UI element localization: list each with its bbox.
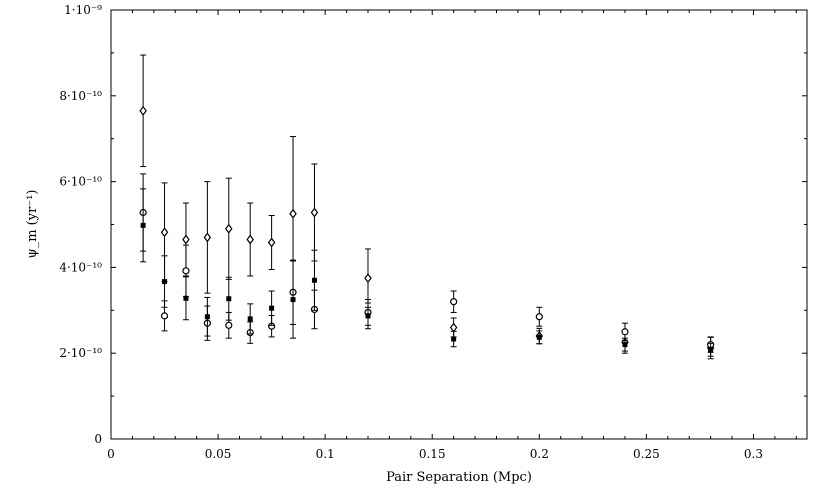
data-point-circle	[225, 321, 233, 329]
y-tick-label: 2·10⁻¹⁰	[59, 346, 102, 360]
data-point-square	[140, 222, 146, 228]
data-point-square	[247, 316, 253, 322]
series-square-filled	[140, 188, 714, 357]
series-circle-open	[139, 173, 715, 353]
data-point-diamond	[139, 105, 147, 116]
y-tick-label: 4·10⁻¹⁰	[59, 260, 102, 274]
x-axis-label: Pair Separation (Mpc)	[386, 470, 532, 485]
x-tick-label: 0.3	[744, 447, 763, 461]
x-tick-label: 0	[107, 447, 115, 461]
data-point-circle	[621, 328, 629, 336]
data-point-square	[451, 336, 457, 342]
data-point-square	[708, 347, 714, 353]
y-axis: 0 2·10⁻¹⁰ 4·10⁻¹⁰ 6·10⁻¹⁰ 8·10⁻¹⁰ 1·10⁻⁹	[59, 3, 807, 446]
data-point-diamond	[310, 207, 319, 218]
x-tick-label: 0.05	[205, 447, 232, 461]
data-point-square	[183, 295, 189, 301]
data-point-diamond	[160, 227, 169, 238]
y-tick-label: 1·10⁻⁹	[64, 3, 102, 17]
data-point-diamond	[203, 232, 212, 243]
y-tick-label: 6·10⁻¹⁰	[59, 175, 102, 189]
data-point-square	[226, 296, 232, 302]
y-tick-label: 0	[94, 432, 102, 446]
data-point-circle	[450, 298, 458, 306]
data-point-diamond	[182, 234, 190, 245]
data-point-circle	[535, 313, 543, 321]
data-point-square	[162, 279, 168, 285]
data-point-square	[311, 277, 317, 283]
x-tick-label: 0.25	[633, 447, 660, 461]
data-marks	[139, 54, 715, 360]
data-point-square	[269, 305, 275, 311]
data-point-diamond	[364, 273, 372, 284]
x-tick-label: 0.1	[316, 447, 335, 461]
data-point-square	[204, 314, 210, 320]
plot-frame	[110, 9, 808, 440]
data-point-square	[622, 342, 628, 348]
series-diamond-open	[139, 54, 715, 360]
data-point-square	[536, 334, 542, 340]
x-axis: 0 0.05 0.1 0.15 0.2 0.25 0.3	[107, 10, 797, 461]
x-tick-label: 0.15	[419, 447, 446, 461]
x-tick-label: 0.2	[530, 447, 549, 461]
y-tick-label: 8·10⁻¹⁰	[59, 89, 102, 103]
data-point-circle	[182, 267, 190, 275]
y-axis-label: ψ_m (yr⁻¹)	[25, 190, 40, 259]
data-point-diamond	[225, 223, 233, 234]
data-point-circle	[160, 312, 169, 320]
data-point-diamond	[267, 237, 276, 248]
data-point-diamond	[246, 234, 254, 245]
data-point-square	[290, 297, 296, 303]
data-point-diamond	[289, 208, 297, 219]
data-point-square	[365, 313, 371, 319]
data-point-diamond	[449, 322, 458, 333]
